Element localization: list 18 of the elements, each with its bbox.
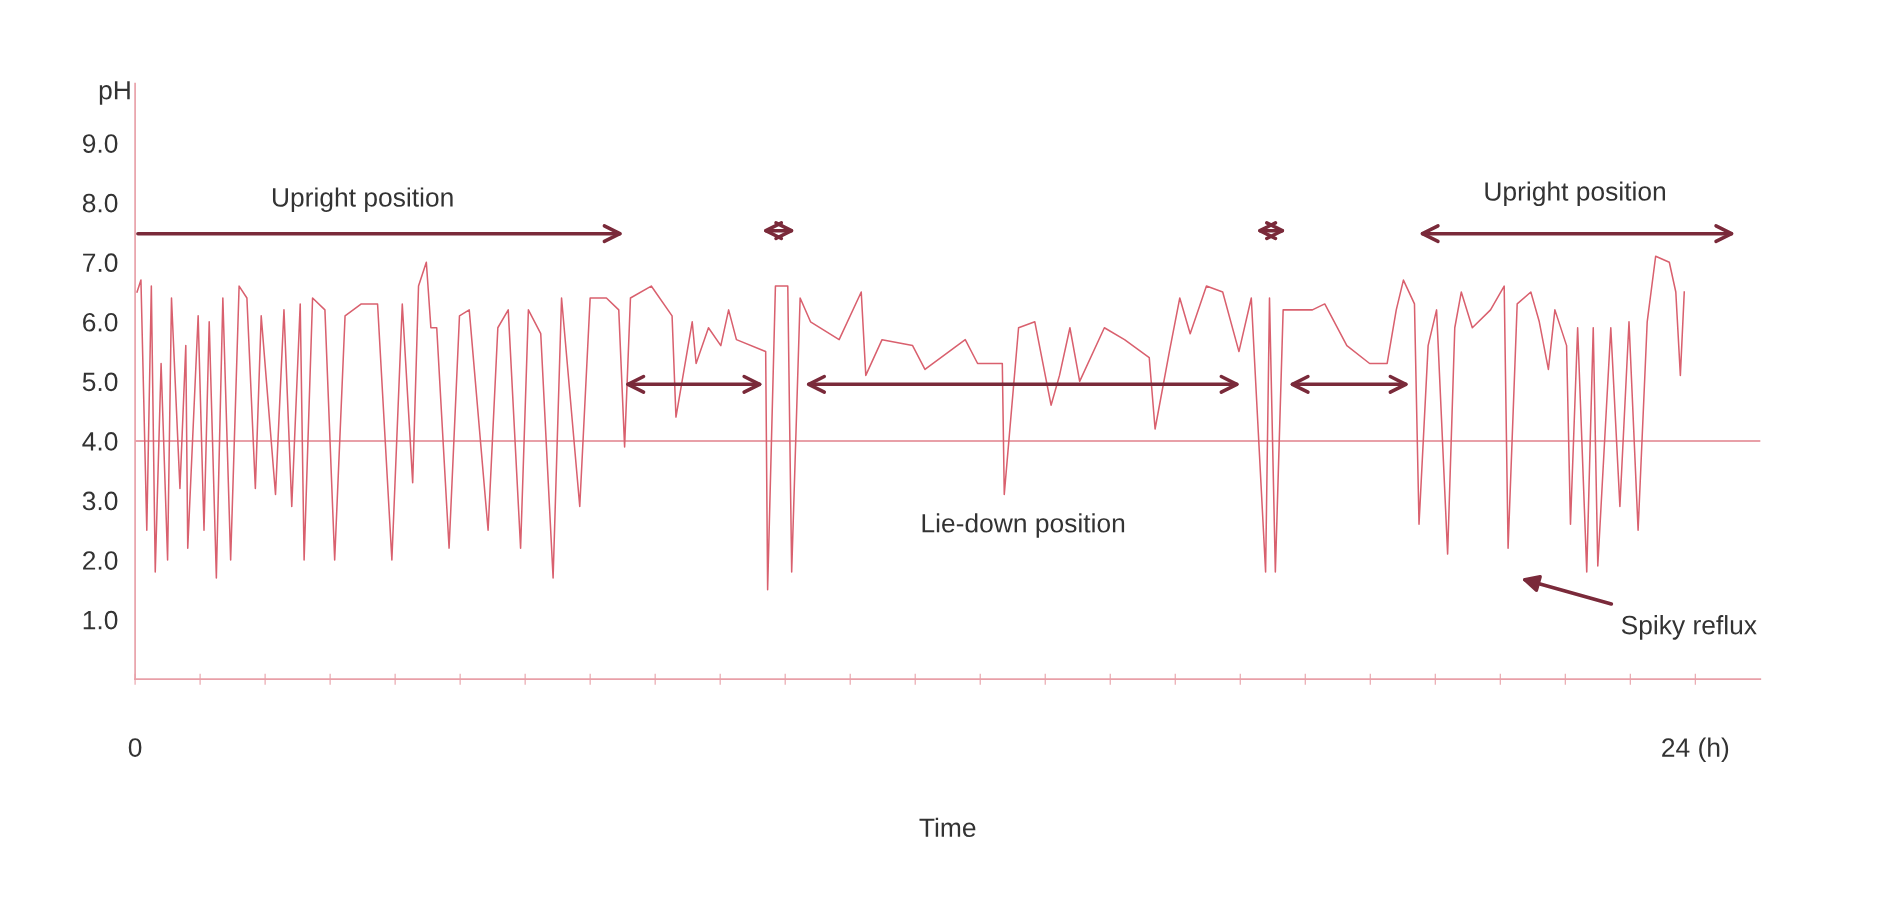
y-tick-label: 1.0: [83, 610, 118, 630]
x-axis-title: Time: [919, 817, 976, 838]
annotation: Upright position: [272, 187, 453, 212]
y-tick-label: 5.0: [82, 372, 118, 392]
line-series: [136, 255, 1686, 591]
annotation: Upright position: [1485, 181, 1666, 207]
y-tick-label: 6.0: [83, 312, 118, 332]
y-tick-label: 3.0: [82, 491, 118, 511]
y-axis-title: pH: [99, 81, 130, 105]
y-tick-label: 2.0: [83, 551, 118, 570]
x-tick-label: 24 (h): [1662, 737, 1729, 763]
y-tick-label: 4.0: [82, 432, 118, 451]
annotation: Lie-down position: [922, 513, 1125, 538]
y-tick-label: 7.0: [83, 253, 118, 273]
x-tick-label: 0: [128, 738, 142, 757]
annotation: Spiky reflux: [1621, 615, 1757, 640]
y-tick-label: 8.0: [82, 193, 118, 213]
y-tick-label: 9.0: [82, 134, 118, 153]
